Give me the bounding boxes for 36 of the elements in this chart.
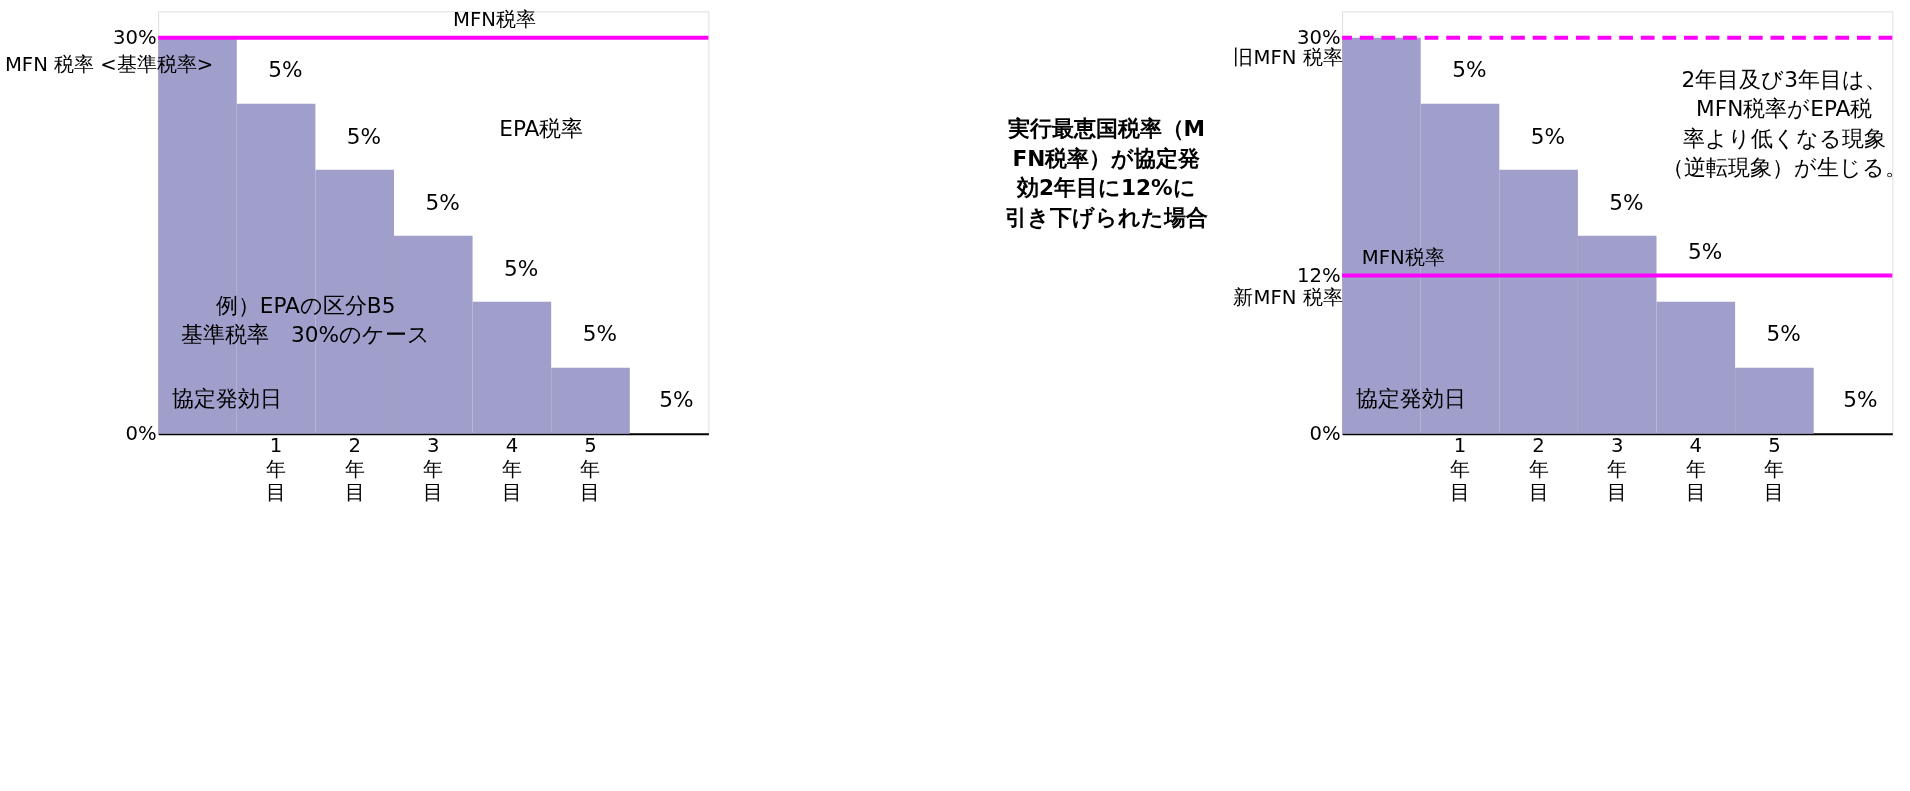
y-tick-label: 0% xyxy=(1309,422,1341,446)
annotation: 5% xyxy=(659,387,694,413)
annotation: 5% xyxy=(346,124,382,149)
x-tick-label: 4年目 xyxy=(1685,434,1706,505)
annotation: 新MFN 税率 xyxy=(1233,286,1343,310)
annotation: 協定発効日 xyxy=(171,386,282,412)
x-tick-label: 2年目 xyxy=(344,434,365,505)
x-tick-label: 2年目 xyxy=(1528,434,1549,505)
annotation: 5% xyxy=(1452,57,1487,83)
annotation: 2年目及び3年目は、MFN税率がEPA税率より低くなる現象（逆転現象）が生じる。 xyxy=(1661,67,1907,181)
annotation: 5% xyxy=(425,189,460,215)
annotation: 例）EPAの区分B5基準税率 30%のケース xyxy=(181,292,431,348)
y-tick-label: 0% xyxy=(125,422,157,446)
x-tick-label: 1年目 xyxy=(1450,434,1471,505)
x-tick-label: 5年目 xyxy=(580,434,601,505)
annotation: 5% xyxy=(1843,387,1878,413)
annotation: 5% xyxy=(1609,189,1644,215)
x-tick-label: 5年目 xyxy=(1764,434,1785,505)
annotation: MFN 税率 <基準税率> xyxy=(4,53,214,77)
y-tick-label: 12% xyxy=(1296,263,1341,287)
annotation: 5% xyxy=(1766,321,1801,347)
annotation: 5% xyxy=(582,321,617,347)
ref-line-label: MFN税率 xyxy=(1361,245,1445,269)
annotation: 5% xyxy=(1687,238,1723,264)
annotation: EPA税率 xyxy=(499,116,584,142)
x-tick-label: 4年目 xyxy=(501,434,522,505)
ref-line-label: MFN税率 xyxy=(452,7,536,31)
x-tick-label: 1年目 xyxy=(266,434,287,505)
x-tick-label: 3年目 xyxy=(1607,434,1628,505)
x-tick-label: 3年目 xyxy=(423,434,444,505)
annotation: 協定発効日 xyxy=(1355,386,1466,412)
text: 実行最恵国税率（MFN税率）が協定発効2年目に12%に引き下げられた場合 xyxy=(1004,116,1208,230)
annotation: 5% xyxy=(268,57,303,83)
y-tick-label: 30% xyxy=(113,26,157,50)
annotation: 5% xyxy=(504,255,539,281)
annotation: 5% xyxy=(1530,124,1566,149)
